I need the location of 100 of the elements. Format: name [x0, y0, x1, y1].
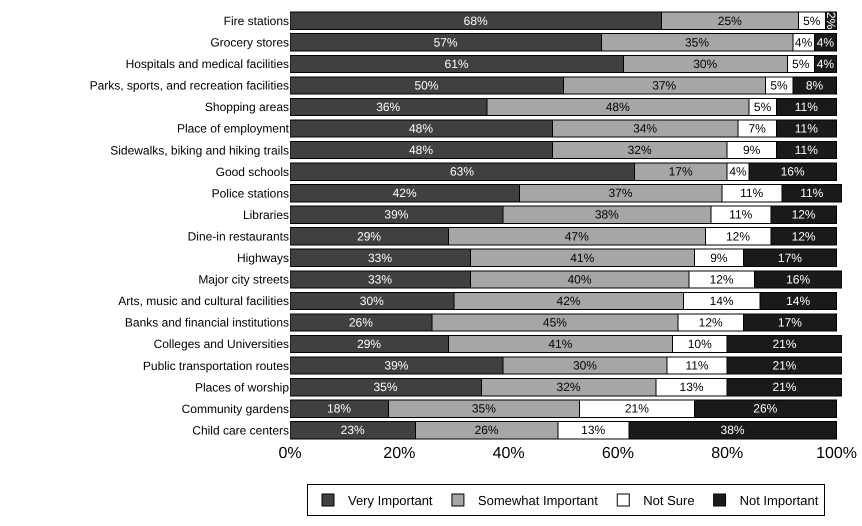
y-tick-label: Fire stations [224, 14, 289, 28]
data-label: 21% [624, 402, 650, 416]
data-label: 14% [786, 294, 810, 308]
data-label: 26% [753, 402, 778, 416]
y-tick-label: Places of worship [194, 380, 290, 394]
data-label: 2% [824, 12, 838, 30]
legend-label: Not Sure [643, 493, 695, 508]
data-label: 5% [792, 56, 810, 71]
data-label: 11% [800, 186, 824, 200]
data-label: 18% [327, 402, 352, 416]
data-label: 40% [567, 272, 592, 286]
data-label: 12% [792, 229, 816, 244]
data-label: 35% [373, 380, 398, 394]
y-tick-label: Child care centers [192, 423, 289, 438]
data-label: 11% [740, 186, 764, 200]
data-label: 36% [376, 100, 401, 114]
legend-label: Somewhat Important [478, 493, 598, 508]
data-label: 21% [772, 337, 797, 352]
data-label: 4% [794, 35, 813, 50]
y-tick-label: Community gardens [182, 402, 289, 416]
data-label: 57% [434, 35, 458, 50]
data-label: 5% [770, 78, 788, 92]
data-label: 7% [748, 122, 766, 136]
data-label: 41% [548, 337, 573, 352]
data-label: 48% [408, 122, 434, 136]
data-label: 30% [360, 294, 384, 308]
y-tick-label: Good schools [216, 164, 289, 179]
data-label: 14% [710, 294, 734, 308]
data-label: 39% [384, 208, 409, 222]
y-tick-label: Parks, sports, and recreation facilities [90, 78, 289, 93]
legend-label: Not Important [740, 493, 819, 508]
data-label: 4% [816, 35, 834, 50]
y-tick-label: Arts, music and cultural facilities [118, 294, 289, 308]
data-label: 23% [340, 423, 366, 438]
x-tick-label: 0% [278, 445, 302, 462]
data-label: 13% [581, 423, 606, 438]
legend-label: Very Important [348, 493, 433, 508]
data-label: 11% [729, 208, 753, 222]
x-tick-label: 20% [383, 445, 416, 462]
data-label: 37% [608, 186, 633, 200]
y-tick-label: Public transportation routes [142, 358, 289, 373]
y-tick-label: Libraries [242, 208, 289, 222]
data-label: 42% [392, 186, 417, 200]
y-tick-label: Major city streets [198, 272, 289, 287]
data-label: 37% [652, 78, 677, 92]
data-label: 35% [684, 35, 710, 50]
data-label: 11% [794, 122, 818, 136]
data-label: 33% [368, 250, 392, 265]
data-label: 9% [710, 250, 728, 265]
data-label: 11% [794, 143, 818, 158]
data-label: 32% [628, 143, 652, 158]
data-label: 33% [368, 272, 392, 286]
x-tick-label: 60% [602, 445, 634, 462]
data-label: 5% [754, 100, 772, 114]
x-tick-label: 40% [492, 445, 525, 462]
data-label: 10% [688, 337, 712, 352]
data-label: 41% [570, 250, 595, 265]
y-tick-label: Police stations [212, 186, 289, 200]
data-label: 11% [794, 100, 818, 114]
y-tick-label: Sidewalks, biking and hiking trails [110, 143, 289, 158]
data-label: 30% [572, 358, 598, 373]
data-label: 30% [693, 56, 718, 71]
data-label: 34% [633, 122, 658, 136]
data-label: 63% [450, 164, 474, 179]
data-label: 8% [806, 78, 824, 92]
data-label: 68% [464, 14, 488, 28]
data-label: 32% [556, 380, 581, 394]
data-label: 12% [726, 229, 750, 244]
data-label: 4% [729, 164, 747, 179]
data-label: 16% [786, 272, 810, 286]
data-label: 48% [606, 100, 630, 114]
data-label: 47% [564, 229, 590, 244]
data-label: 4% [816, 56, 834, 71]
data-label: 29% [357, 229, 382, 244]
data-label: 21% [772, 380, 797, 394]
data-label: 9% [742, 143, 761, 158]
data-label: 42% [556, 294, 581, 308]
x-tick-label: 80% [711, 445, 744, 462]
data-label: 12% [792, 208, 816, 222]
data-label: 21% [772, 358, 797, 373]
data-label: 26% [474, 423, 499, 438]
data-label: 17% [668, 164, 693, 179]
data-label: 29% [357, 337, 382, 352]
y-tick-label: Colleges and Universities [154, 337, 289, 352]
data-label: 35% [472, 402, 496, 416]
data-label: 5% [803, 14, 821, 28]
y-tick-label: Dine-in restaurants [188, 229, 289, 244]
data-label: 61% [444, 56, 469, 71]
data-label: 48% [408, 143, 434, 158]
data-label: 39% [384, 358, 409, 373]
data-label: 17% [778, 315, 802, 330]
data-label: 13% [680, 380, 704, 394]
y-tick-label: Hospitals and medical facilities [126, 57, 289, 72]
y-tick-label: Shopping areas [204, 100, 289, 114]
data-label: 17% [778, 250, 802, 265]
data-label: 45% [542, 315, 568, 330]
y-tick-label: Banks and financial institutions [124, 316, 289, 330]
data-label: 16% [780, 164, 805, 179]
data-label: 11% [685, 358, 709, 373]
data-label: 38% [720, 423, 745, 438]
